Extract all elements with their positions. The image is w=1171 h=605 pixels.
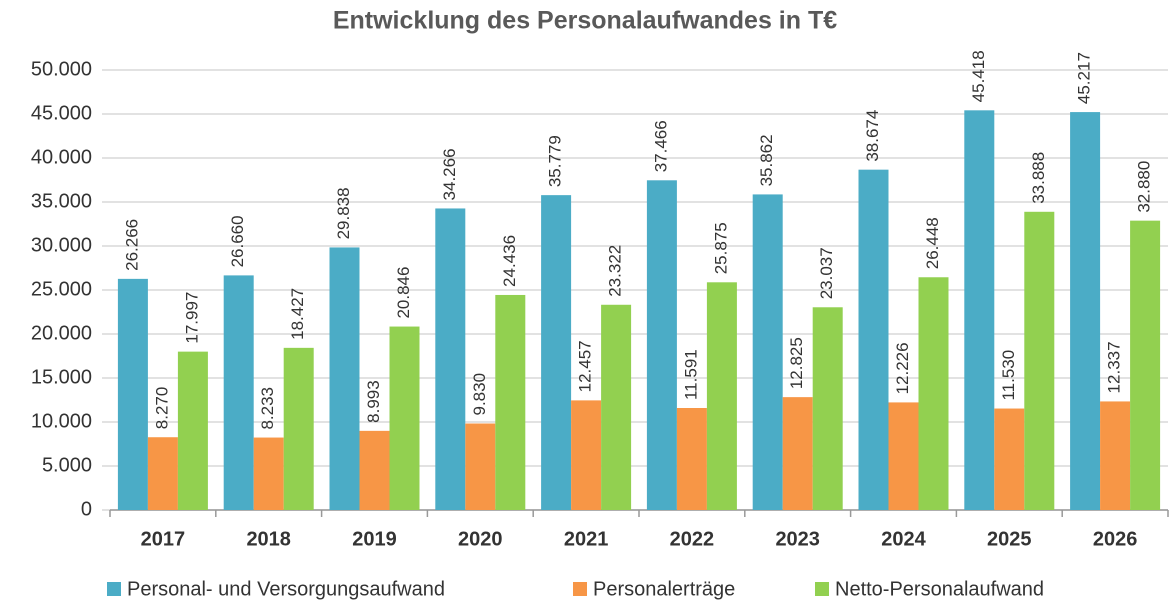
value-label: 35.862: [757, 134, 776, 186]
x-tick-label: 2021: [564, 528, 609, 550]
value-label: 11.530: [999, 350, 1018, 401]
bar: [918, 277, 949, 510]
bar: [359, 430, 390, 510]
bar: [1070, 112, 1101, 511]
x-tick-label: 2017: [141, 528, 186, 550]
value-label: 11.591: [681, 349, 700, 400]
bar: [1130, 220, 1161, 510]
value-label: 26.448: [923, 217, 942, 269]
value-label: 17.997: [182, 292, 201, 344]
bar: [571, 400, 602, 510]
value-label: 18.427: [288, 288, 307, 340]
bar: [435, 208, 466, 510]
bar: [117, 278, 148, 510]
bar: [858, 169, 889, 510]
y-tick-label: 10.000: [31, 410, 92, 432]
legend-swatch: [107, 582, 121, 596]
value-label: 29.838: [334, 187, 353, 239]
value-label: 26.660: [228, 215, 247, 267]
x-tick-label: 2024: [881, 528, 926, 550]
x-tick-label: 2025: [987, 528, 1032, 550]
bar: [706, 282, 737, 510]
legend-label: Netto-Personalaufwand: [835, 578, 1044, 600]
bar: [888, 402, 919, 510]
value-label: 23.322: [606, 245, 625, 297]
y-tick-label: 40.000: [31, 146, 92, 168]
x-tick-label: 2020: [458, 528, 503, 550]
bar: [389, 326, 420, 510]
value-label: 34.266: [440, 148, 459, 200]
bar: [283, 347, 314, 510]
value-label: 38.674: [863, 110, 882, 162]
y-tick-label: 35.000: [31, 190, 92, 212]
value-label: 12.457: [576, 340, 595, 392]
bar: [601, 304, 632, 510]
y-tick-label: 25.000: [31, 278, 92, 300]
legend-swatch: [815, 582, 829, 596]
y-tick-label: 15.000: [31, 366, 92, 388]
bar: [541, 195, 572, 510]
bar: [994, 408, 1025, 510]
value-label: 8.270: [152, 387, 171, 430]
bar: [495, 294, 526, 510]
bar: [465, 423, 496, 510]
bar: [782, 397, 813, 510]
bar: [223, 275, 254, 510]
legend-label: Personalerträge: [593, 578, 735, 600]
value-label: 32.880: [1135, 161, 1154, 213]
bar: [964, 110, 995, 511]
bar: [676, 407, 707, 510]
y-tick-label: 20.000: [31, 322, 92, 344]
bar: [1100, 401, 1131, 510]
bar: [253, 437, 284, 510]
bar: [812, 307, 843, 510]
bar: [147, 437, 178, 510]
bar: [1024, 211, 1055, 511]
value-label: 35.779: [546, 135, 565, 187]
x-tick-label: 2026: [1093, 528, 1138, 550]
value-label: 45.418: [969, 50, 988, 102]
y-tick-label: 50.000: [31, 58, 92, 80]
bar: [177, 351, 208, 510]
x-tick-label: 2018: [246, 528, 291, 550]
value-label: 12.825: [787, 337, 806, 389]
value-label: 25.875: [711, 222, 730, 274]
value-label: 20.846: [394, 267, 413, 319]
value-label: 8.993: [364, 380, 383, 423]
bar: [646, 180, 677, 510]
y-tick-label: 0: [81, 498, 92, 520]
value-label: 23.037: [817, 247, 836, 299]
y-tick-label: 5.000: [42, 454, 92, 476]
legend-swatch: [573, 582, 587, 596]
x-tick-label: 2023: [775, 528, 820, 550]
value-label: 33.888: [1029, 152, 1048, 204]
y-tick-label: 30.000: [31, 234, 92, 256]
legend-label: Personal- und Versorgungsaufwand: [127, 578, 445, 600]
bar: [752, 194, 783, 510]
value-label: 12.226: [893, 342, 912, 394]
x-tick-label: 2022: [670, 528, 715, 550]
y-tick-label: 45.000: [31, 102, 92, 124]
bar: [329, 247, 360, 510]
value-label: 37.466: [651, 120, 670, 172]
x-tick-label: 2019: [352, 528, 397, 550]
chart-title: Entwicklung des Personalaufwandes in T€: [333, 7, 837, 35]
value-label: 24.436: [500, 235, 519, 287]
value-label: 26.266: [122, 219, 141, 271]
value-label: 9.830: [470, 373, 489, 416]
value-label: 8.233: [258, 387, 277, 430]
value-label: 12.337: [1105, 341, 1124, 393]
value-label: 45.217: [1075, 52, 1094, 104]
